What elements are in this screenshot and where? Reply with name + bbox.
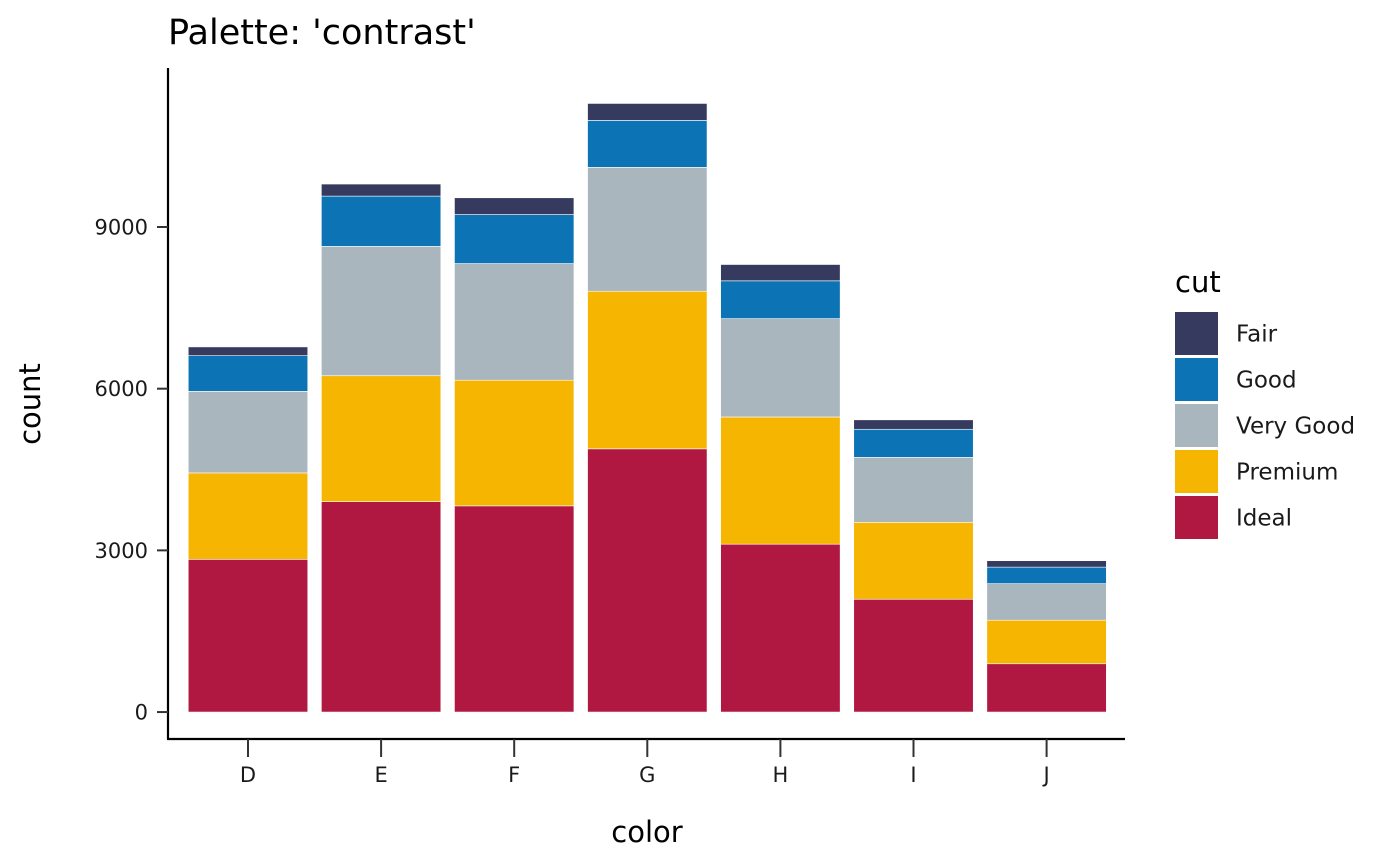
x-tick-label: F [508,763,520,787]
bar-segment-J-fair [986,560,1107,568]
bar-segment-J-good [986,566,1107,584]
legend-label: Ideal [1236,506,1292,532]
plot-area [187,103,1107,713]
bar-segment-F-good [454,214,575,264]
x-axis-title: color [611,815,682,849]
bar-segment-H-fair [720,264,841,282]
x-axis: D E F G H I J [240,739,1050,787]
bar-segment-J-ideal [986,663,1107,713]
bar-segment-G-fair [587,103,708,121]
y-tick-label: 9000 [95,215,148,239]
bar-segment-I-good [853,428,974,458]
bar-segment-J-very-good [986,583,1107,621]
x-tick-label: D [240,763,256,787]
bar-segment-I-ideal [853,598,974,713]
bar-segment-E-very-good [321,246,442,377]
x-tick-label: E [374,763,387,787]
legend-key-very-good [1175,404,1218,447]
legend-key-good [1175,358,1218,401]
x-tick-label: G [639,763,655,787]
bar-segment-D-fair [187,346,309,356]
bar-segment-D-very-good [187,391,309,474]
bar-segment-I-premium [853,521,974,600]
legend-key-premium [1175,450,1218,493]
bar-segment-F-ideal [454,505,575,713]
bar-segment-E-ideal [321,501,442,713]
bar-segment-E-good [321,195,442,247]
bar-segment-H-premium [720,416,841,545]
y-axis-title: count [13,363,47,445]
bar-segment-G-premium [587,290,708,450]
bar-segment-H-ideal [720,543,841,713]
bar-segment-H-good [720,280,841,319]
bar-segment-D-ideal [187,559,309,713]
bar-segment-I-very-good [853,457,974,523]
y-axis: 0 3000 6000 9000 [95,215,168,725]
bar-segment-E-premium [321,375,442,502]
legend: cut Fair Good Very Good Premium Ideal [1175,265,1355,539]
bar-segment-I-fair [853,419,974,430]
bar-segment-G-very-good [587,167,708,292]
legend-label: Premium [1236,460,1338,486]
bar-segment-H-very-good [720,318,841,418]
bar-segment-F-fair [454,197,575,215]
bar-segment-F-very-good [454,263,575,381]
bar-segment-J-premium [986,619,1107,665]
bar-segment-D-good [187,355,309,392]
bar-segment-E-fair [321,183,442,197]
bar-segment-D-premium [187,472,309,560]
chart-title: Palette: 'contrast' [168,13,476,53]
bar-segment-F-premium [454,379,575,507]
legend-label: Good [1236,368,1297,394]
x-tick-label: J [1041,763,1049,787]
y-tick-label: 6000 [95,377,148,401]
y-tick-label: 3000 [95,539,148,563]
x-tick-label: I [910,763,916,787]
bar-segment-G-ideal [587,448,708,713]
legend-key-fair [1175,312,1218,355]
bar-segment-G-good [587,120,708,168]
legend-label: Very Good [1236,414,1355,440]
legend-title: cut [1175,265,1221,299]
x-tick-label: H [773,763,789,787]
legend-label: Fair [1236,322,1278,348]
y-tick-label: 0 [135,701,148,725]
legend-key-ideal [1175,496,1218,539]
